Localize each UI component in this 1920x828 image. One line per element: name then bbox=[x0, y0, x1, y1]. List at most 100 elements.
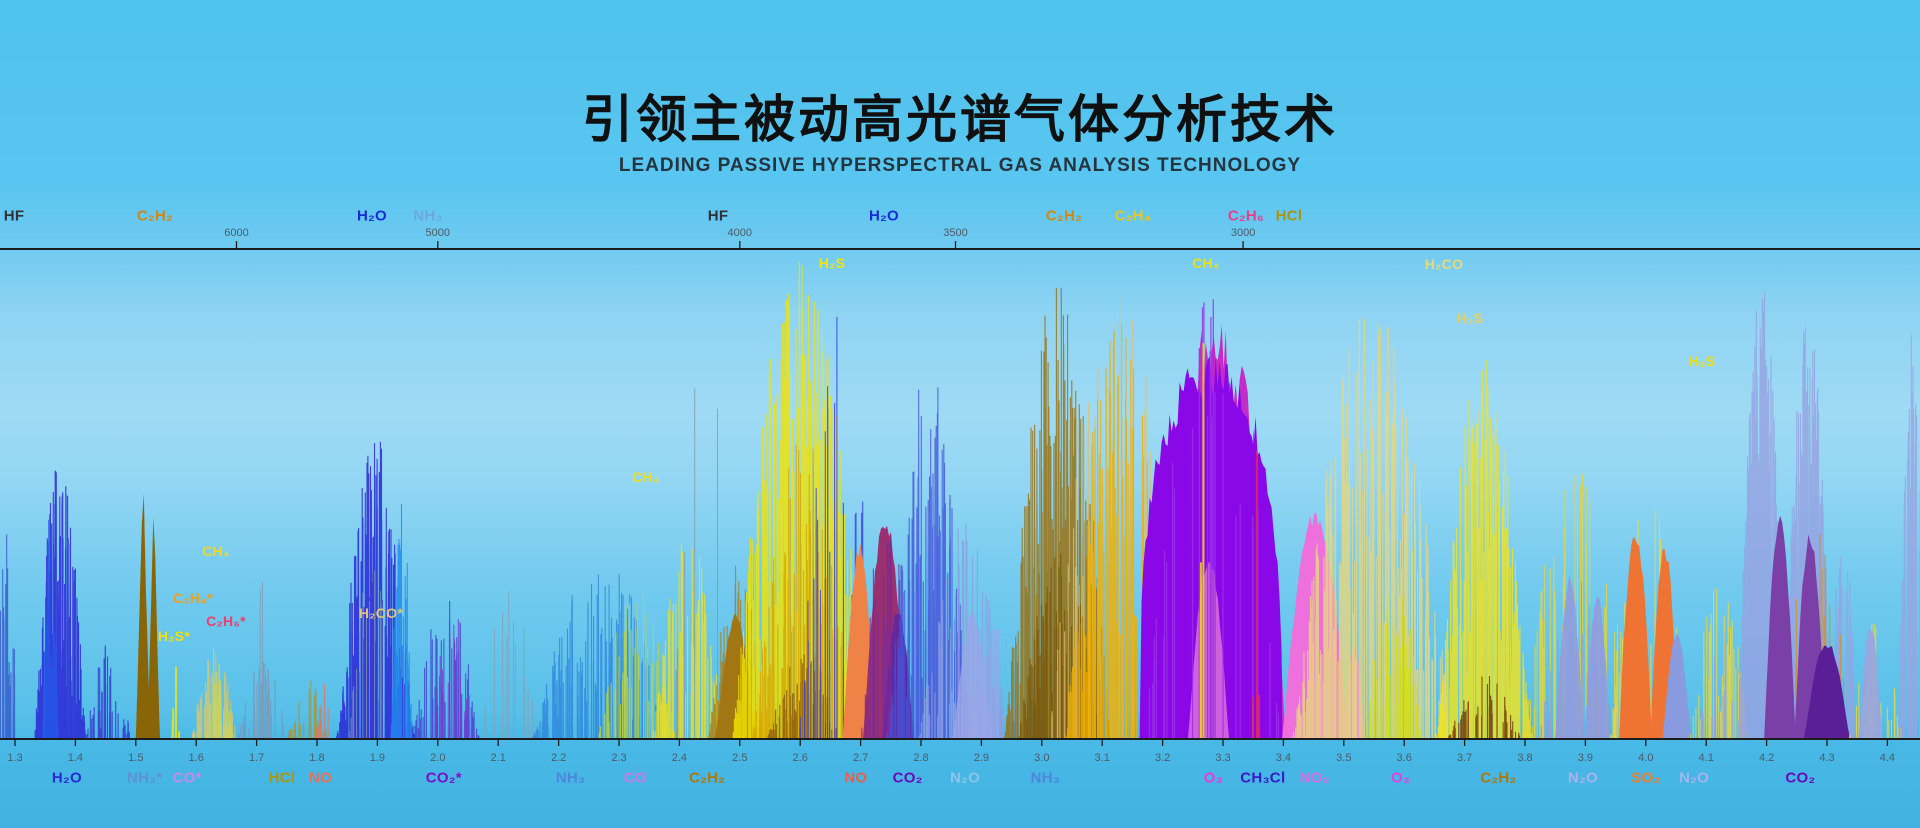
bottom-axis-tick-label: 3.9 bbox=[1577, 752, 1594, 764]
bottom-axis-gas-label: CO₂ bbox=[1785, 769, 1816, 787]
bottom-axis-tick-label: 3.1 bbox=[1094, 752, 1110, 764]
plot-gas-label: CH₄ bbox=[202, 543, 230, 559]
spectral-band-H2O bbox=[86, 645, 130, 738]
bottom-axis-gas-label: CO₂ bbox=[892, 769, 923, 787]
bottom-axis-gas-label: N₂O bbox=[950, 769, 981, 787]
bottom-axis-tick-label: 2.8 bbox=[913, 752, 929, 764]
top-axis-gas-label: C₂H₂ bbox=[1045, 207, 1083, 225]
plot-gas-label: H₂S bbox=[1688, 353, 1716, 369]
spectral-band-CO2 bbox=[1804, 645, 1850, 738]
spectral-band-H2O bbox=[390, 504, 413, 738]
bottom-axis-tick-label: 3.6 bbox=[1396, 752, 1412, 764]
bottom-axis-gas-label: CH₃Cl bbox=[1240, 769, 1286, 787]
top-axis-tick-label: 3500 bbox=[943, 227, 968, 239]
spectral-band bbox=[1251, 450, 1261, 738]
spectral-band-H2CO bbox=[1435, 360, 1532, 738]
bottom-axis-gas-label: O₃ bbox=[1203, 769, 1223, 787]
spectral-band bbox=[1662, 633, 1692, 738]
bottom-axis-tick-label: 1.4 bbox=[67, 752, 84, 764]
top-axis-gas-label: C₂H₆ bbox=[1227, 207, 1265, 225]
spectral-band bbox=[484, 591, 534, 738]
bottom-axis-tick-label: 4.1 bbox=[1698, 752, 1714, 764]
spectral-band-H2S* bbox=[171, 666, 180, 738]
bottom-axis-gas-label: NH₃ bbox=[1030, 769, 1061, 787]
bottom-axis-gas-label: NO bbox=[844, 769, 868, 787]
bottom-axis-tick-label: 3.5 bbox=[1336, 752, 1352, 764]
spectral-band-CO* bbox=[253, 581, 270, 738]
spectral-band-CO2* bbox=[434, 619, 475, 738]
spectral-band bbox=[348, 570, 382, 738]
bottom-axis-tick-label: 3.8 bbox=[1517, 752, 1533, 764]
spectral-band-CH4 bbox=[1199, 343, 1205, 738]
bottom-axis-tick-label: 1.9 bbox=[369, 752, 386, 764]
bottom-axis-tick-label: 1.8 bbox=[309, 752, 325, 764]
plot-gas-label: C₂H₆* bbox=[206, 613, 246, 629]
bottom-axis-gas-label: NH₃ bbox=[555, 769, 586, 787]
page-subtitle: LEADING PASSIVE HYPERSPECTRAL GAS ANALYS… bbox=[618, 155, 1302, 176]
top-axis-tick-label: 5000 bbox=[425, 227, 451, 239]
bottom-axis-tick-label: 3.4 bbox=[1275, 752, 1292, 764]
plot-gas-label: CH₄ bbox=[632, 469, 660, 485]
top-axis-gas-label: C₂H₄ bbox=[1114, 207, 1152, 225]
bottom-axis-tick-label: 2.6 bbox=[792, 752, 808, 764]
bottom-axis-gas-label: C₂H₂ bbox=[1480, 769, 1517, 787]
bottom-axis-tick-label: 2.0 bbox=[430, 752, 446, 764]
spectral-band-C2H6* bbox=[205, 663, 234, 738]
top-axis-tick-label: 6000 bbox=[224, 227, 249, 239]
bottom-axis-tick-label: 3.7 bbox=[1456, 752, 1473, 764]
plot-gas-label: C₂H₄* bbox=[172, 590, 214, 606]
spectral-band-CO2 bbox=[1764, 515, 1796, 738]
spectral-band-N2O bbox=[1584, 597, 1611, 738]
bottom-axis-tick-label: 1.3 bbox=[7, 752, 23, 764]
bottom-axis-tick-label: 4.4 bbox=[1879, 752, 1896, 764]
bottom-axis-tick-label: 4.2 bbox=[1758, 752, 1775, 764]
spectral-band-NH3* bbox=[147, 517, 160, 738]
bottom-axis-gas-label: SO₂ bbox=[1631, 769, 1661, 787]
spectral-band bbox=[1858, 630, 1883, 738]
top-axis-gas-label: HCl bbox=[1275, 207, 1303, 225]
top-axis-gas-label: NH₃ bbox=[413, 207, 443, 225]
bottom-axis-gas-label: N₂O bbox=[1567, 769, 1599, 787]
top-axis-tick-label: 3000 bbox=[1230, 227, 1256, 239]
spectral-band-N2O bbox=[952, 611, 993, 738]
plot-gas-label: H₂CO* bbox=[358, 605, 404, 621]
axis-line bbox=[0, 248, 1920, 250]
bottom-axis-gas-label: NH₃* bbox=[127, 769, 163, 787]
bottom-axis-tick-label: 1.6 bbox=[188, 752, 204, 764]
plot-gas-label: H₂S* bbox=[157, 628, 191, 644]
bottom-axis-gas-label: CO₂* bbox=[425, 769, 462, 787]
bottom-axis-tick-label: 2.3 bbox=[611, 752, 627, 764]
bottom-axis-gas-label: C₂H₂ bbox=[689, 769, 726, 787]
bottom-axis-tick-label: 3.0 bbox=[1034, 752, 1050, 764]
top-axis-gas-label: HF bbox=[707, 207, 729, 225]
bottom-axis-tick-label: 4.3 bbox=[1819, 752, 1835, 764]
bottom-axis-gas-label: O₃ bbox=[1390, 769, 1411, 787]
spectral-band bbox=[1448, 676, 1521, 738]
plot-gas-label: H₂S bbox=[1456, 310, 1484, 326]
bottom-axis-gas-label: CO bbox=[623, 769, 647, 787]
axis-line bbox=[0, 738, 1920, 740]
bottom-axis-tick-label: 4.0 bbox=[1638, 752, 1654, 764]
top-axis-gas-label: HF bbox=[3, 207, 25, 225]
bottom-axis-tick-label: 3.3 bbox=[1215, 752, 1231, 764]
plot-gas-label: H₂CO bbox=[1424, 256, 1464, 272]
top-axis-gas-label: H₂O bbox=[868, 207, 900, 225]
bottom-axis-tick-label: 2.5 bbox=[732, 752, 748, 764]
top-axis-gas-label: C₂H₂ bbox=[136, 207, 174, 225]
spectral-band-H2O bbox=[0, 534, 16, 738]
plot-gas-label: H₂S bbox=[818, 255, 846, 271]
bottom-axis-tick-label: 2.1 bbox=[490, 752, 506, 764]
spectral-band-NO bbox=[315, 684, 329, 738]
plot-gas-label: CH₄ bbox=[1192, 255, 1220, 271]
spectral-band bbox=[1188, 561, 1229, 738]
bottom-axis-tick-label: 2.4 bbox=[671, 752, 688, 764]
bottom-axis-gas-label: H₂O bbox=[51, 769, 82, 787]
bottom-axis-tick-label: 3.2 bbox=[1154, 752, 1171, 764]
page-title: 引领主被动高光谱气体分析技术 bbox=[581, 91, 1338, 148]
spectral-band-NH3* bbox=[135, 493, 151, 738]
spectral-band-H2O bbox=[41, 514, 59, 738]
bottom-axis-gas-label: NO₂ bbox=[1299, 769, 1330, 787]
bottom-axis-tick-label: 2.2 bbox=[550, 752, 567, 764]
bottom-axis-gas-label: NO bbox=[309, 769, 333, 787]
